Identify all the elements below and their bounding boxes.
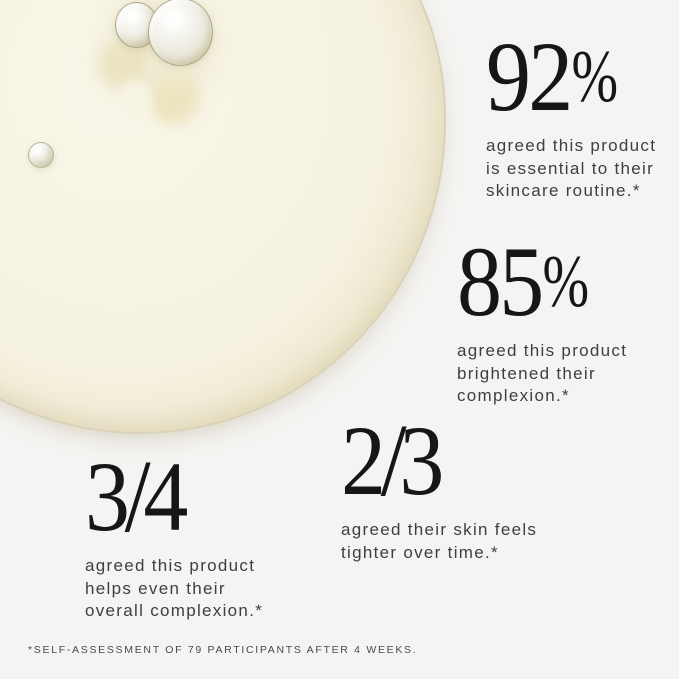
self-assessment-footnote: *SELF-ASSESSMENT OF 79 PARTICIPANTS AFTE… [28, 644, 418, 656]
fraction-numerator: 3 [85, 441, 130, 552]
stat-number-text: 92 [486, 21, 573, 132]
stat-value: 2/3 [341, 403, 518, 518]
serum-smear [117, 80, 151, 130]
fraction-denominator: 3 [399, 405, 444, 516]
caption-line: agreed this product [457, 341, 628, 360]
caption-line: is essential to their [486, 158, 655, 178]
stat-value: 3/4 [85, 439, 245, 554]
caption-line: overall complexion.* [85, 601, 264, 620]
serum-bubble-large [148, 0, 213, 66]
caption-line: agreed their skin feels [341, 520, 538, 539]
percent-sign: % [542, 241, 590, 323]
stat-caption: agreed their skin feels tighter over tim… [341, 519, 537, 564]
caption-line: skincare routine.* [486, 181, 641, 200]
percent-sign: % [571, 36, 619, 118]
caption-line: helps even their [85, 578, 226, 598]
caption-line: brightened their [457, 363, 596, 383]
fraction-denominator: 4 [143, 441, 188, 552]
fraction-numerator: 2 [341, 405, 386, 516]
stat-skin-tighter: 2/3 agreed their skin feels tighter over… [341, 403, 537, 564]
stat-number-text: 85 [457, 226, 544, 337]
stat-brightened-complexion: 85% agreed this product brightened their… [457, 232, 627, 408]
stat-caption: agreed this product is essential to thei… [486, 135, 656, 203]
stat-value: 85% [457, 232, 610, 332]
fraction-slash: / [380, 403, 407, 518]
fraction-slash: / [124, 439, 151, 554]
stat-even-complexion: 3/4 agreed this product helps even their… [85, 439, 263, 623]
stat-caption: agreed this product brightened their com… [457, 340, 627, 408]
stat-caption: agreed this product helps even their ove… [85, 555, 263, 623]
stat-essential-routine: 92% agreed this product is essential to … [486, 27, 656, 203]
caption-line: complexion.* [457, 386, 570, 405]
caption-line: tighter over time.* [341, 542, 499, 562]
serum-smear [152, 80, 198, 124]
caption-line: agreed this product [486, 136, 657, 155]
serum-bubble-small [28, 142, 54, 168]
stat-value: 92% [486, 27, 639, 127]
caption-line: agreed this product [85, 556, 256, 575]
serum-swatch [0, 0, 446, 434]
